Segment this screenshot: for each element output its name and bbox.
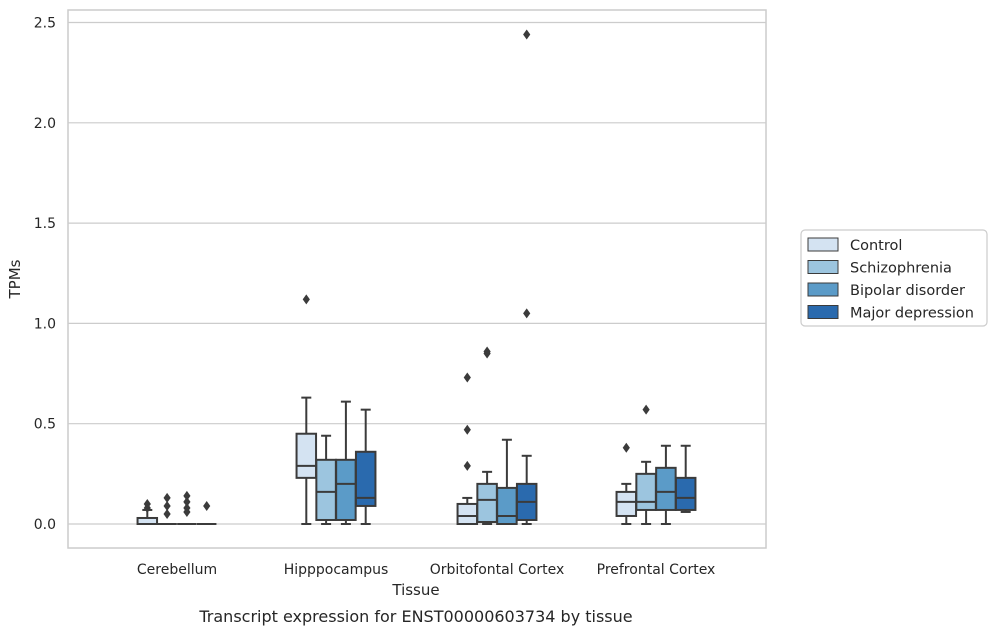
outlier-point <box>183 496 191 507</box>
legend-label: Major depression <box>850 306 974 322</box>
outlier-point <box>463 372 471 383</box>
outlier-point <box>163 500 171 511</box>
chart-caption: Transcript expression for ENST0000060373… <box>198 607 632 626</box>
box-iqr <box>315 458 337 521</box>
box-2-0 <box>456 372 479 526</box>
box-iqr <box>456 502 479 526</box>
outlier-point <box>183 490 191 501</box>
x-tick-label: Prefrontal Cortex <box>597 562 716 578</box>
outlier-point <box>163 508 171 519</box>
box-iqr <box>674 476 697 511</box>
y-axis-ticks: 0.0 0.5 1.0 1.5 2.0 2.5 <box>34 16 56 534</box>
box-iqr <box>655 466 677 511</box>
y-tick-label: 2.5 <box>34 16 56 32</box>
box-iqr <box>496 486 518 525</box>
box-3-2 <box>655 444 677 525</box>
outlier-point <box>622 442 630 453</box>
outlier-point <box>302 294 310 305</box>
legend: Control Schizophrenia Bipolar disorder Majo… <box>800 229 988 327</box>
outlier-point <box>203 500 211 511</box>
box-0-1 <box>157 492 177 525</box>
box-1-1 <box>315 434 337 525</box>
box-2-3 <box>515 29 538 525</box>
y-tick-label: 2.0 <box>34 116 56 132</box>
outlier-point <box>163 492 171 503</box>
legend-frame <box>800 229 988 327</box>
legend-swatch <box>807 282 839 297</box>
outlier-point <box>642 404 650 415</box>
outlier-point <box>463 424 471 435</box>
outlier-point <box>483 346 491 357</box>
box-1-2 <box>335 400 357 525</box>
x-tick-label: Hipppocampus <box>284 562 389 578</box>
outlier-point <box>523 308 531 319</box>
x-axis-title: Tissue <box>391 581 439 599</box>
legend-label: Control <box>850 238 902 254</box>
legend-label: Schizophrenia <box>850 261 952 277</box>
y-tick-label: 1.0 <box>34 316 56 332</box>
box-iqr <box>476 482 498 523</box>
box-0-3 <box>196 500 217 525</box>
y-tick-label: 0.0 <box>34 517 56 533</box>
x-tick-label: Orbitofontal Cortex <box>430 562 565 578</box>
box-3-3 <box>674 444 697 513</box>
box-0-0 <box>136 498 159 525</box>
outlier-point <box>523 29 531 40</box>
box-iqr <box>354 450 377 507</box>
x-tick-label: Cerebellum <box>137 562 217 578</box>
box-iqr <box>635 472 657 511</box>
outlier-point <box>463 460 471 471</box>
outlier-point <box>143 498 151 509</box>
box-1-3 <box>354 408 377 525</box>
box-iqr <box>615 490 638 517</box>
box-1-0 <box>295 294 318 525</box>
legend-label: Bipolar disorder <box>850 283 965 299</box>
box-2-2 <box>496 438 518 525</box>
box-iqr <box>295 432 318 479</box>
box-3-0 <box>615 442 638 525</box>
y-tick-label: 1.5 <box>34 216 56 232</box>
box-plot-series <box>136 29 697 526</box>
legend-swatch <box>807 237 839 252</box>
box-3-1 <box>635 404 657 525</box>
box-iqr <box>335 458 357 521</box>
plot-frame <box>67 9 767 549</box>
y-tick-label: 0.5 <box>34 417 56 433</box>
x-axis-ticks: Cerebellum Hipppocampus Orbitofontal Corte… <box>137 562 715 578</box>
legend-swatch <box>807 260 839 274</box>
grid-lines <box>68 21 766 525</box>
outlier-point <box>183 502 191 513</box>
legend-swatch <box>807 305 839 319</box>
y-axis-title: TPMs <box>6 259 24 299</box>
box-0-2 <box>177 490 197 525</box>
box-2-1 <box>476 346 498 525</box>
